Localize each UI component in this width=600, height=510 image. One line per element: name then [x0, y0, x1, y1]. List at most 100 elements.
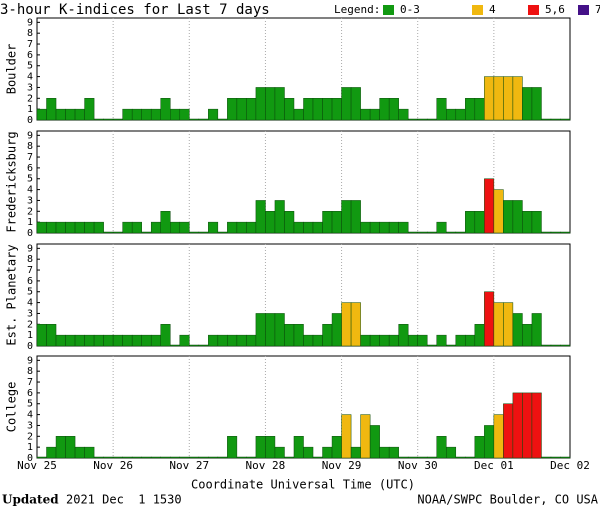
bar	[512, 76, 523, 121]
bar	[74, 108, 85, 121]
y-tick-label: 5	[27, 399, 33, 410]
legend-swatch	[472, 5, 483, 15]
legend-text: 4	[489, 3, 496, 16]
bar	[198, 231, 209, 234]
bar	[170, 344, 181, 347]
bar	[36, 108, 47, 121]
bar	[170, 456, 181, 459]
y-tick-label: 7	[27, 152, 33, 163]
bar	[131, 456, 142, 459]
bar	[484, 291, 495, 347]
bar	[131, 108, 142, 121]
bar	[388, 334, 399, 347]
y-tick-label: 6	[27, 50, 33, 61]
bar	[46, 98, 57, 121]
y-tick-label: 5	[27, 174, 33, 185]
bar	[531, 87, 542, 121]
bar	[236, 456, 247, 459]
bar	[493, 76, 504, 121]
bar	[541, 118, 552, 121]
bar	[55, 221, 66, 234]
bar	[46, 446, 57, 459]
bar	[484, 425, 495, 459]
x-tick-label: Nov 27	[169, 459, 209, 472]
bar	[531, 392, 542, 459]
y-tick-label: 1	[27, 442, 33, 453]
bar	[293, 108, 304, 121]
y-tick-label: 4	[27, 410, 33, 421]
y-tick-label: 4	[27, 72, 33, 83]
bar	[436, 98, 447, 121]
x-tick-label: Nov 26	[93, 459, 133, 472]
bar	[522, 324, 533, 347]
bar	[426, 344, 438, 347]
bar	[455, 456, 466, 459]
bar	[103, 118, 114, 121]
y-tick-label: 0	[27, 115, 33, 126]
bar	[331, 436, 342, 459]
bar	[112, 334, 123, 347]
x-axis-label: Coordinate Universal Time (UTC)	[191, 478, 415, 492]
bar	[341, 87, 352, 121]
bar	[474, 436, 485, 459]
bar	[160, 456, 171, 459]
y-tick-label: 9	[27, 17, 33, 28]
bar	[227, 221, 238, 234]
bar	[274, 200, 285, 234]
bar	[350, 87, 361, 121]
bar	[36, 324, 47, 347]
bar	[150, 334, 161, 347]
y-tick-label: 2	[27, 431, 33, 442]
bar	[189, 118, 200, 121]
bar	[160, 324, 171, 347]
bar	[369, 334, 380, 347]
bar	[112, 231, 123, 234]
bar	[465, 211, 476, 234]
bar	[74, 221, 85, 234]
bar	[303, 446, 314, 459]
bar	[208, 108, 219, 121]
bar	[303, 98, 314, 121]
y-tick-label: 7	[27, 265, 33, 276]
bar	[550, 118, 561, 121]
legend-text: 0-3	[400, 3, 420, 16]
bar	[512, 392, 523, 459]
bar	[293, 436, 304, 459]
bar	[503, 76, 514, 121]
legend-swatch	[383, 5, 394, 15]
bar	[493, 189, 504, 234]
bar	[398, 324, 409, 347]
legend-label: Legend:	[334, 3, 380, 16]
bar	[84, 446, 95, 459]
bar	[36, 456, 47, 459]
bar	[131, 221, 142, 234]
bar	[493, 302, 504, 347]
bar	[93, 221, 104, 234]
bar	[55, 436, 66, 459]
bar	[198, 118, 209, 121]
bar	[503, 302, 514, 347]
y-tick-label: 2	[27, 206, 33, 217]
y-tick-label: 3	[27, 420, 33, 431]
y-tick-label: 3	[27, 195, 33, 206]
bar	[160, 211, 171, 234]
y-tick-label: 8	[27, 254, 33, 265]
bar	[112, 118, 123, 121]
bar	[112, 456, 123, 459]
legend-swatch	[528, 5, 539, 15]
bar	[93, 118, 104, 121]
bar	[150, 108, 161, 121]
bar	[65, 221, 76, 234]
bar	[322, 324, 333, 347]
x-tick-label: Dec 01	[474, 459, 514, 472]
bar	[227, 98, 238, 121]
bar	[369, 425, 380, 459]
bar	[65, 108, 76, 121]
bar	[426, 456, 438, 459]
x-tick-label: Nov 28	[246, 459, 286, 472]
y-tick-label: 3	[27, 308, 33, 319]
y-tick-label: 8	[27, 141, 33, 152]
bar	[103, 456, 114, 459]
bar	[303, 334, 314, 347]
bar	[436, 334, 447, 347]
